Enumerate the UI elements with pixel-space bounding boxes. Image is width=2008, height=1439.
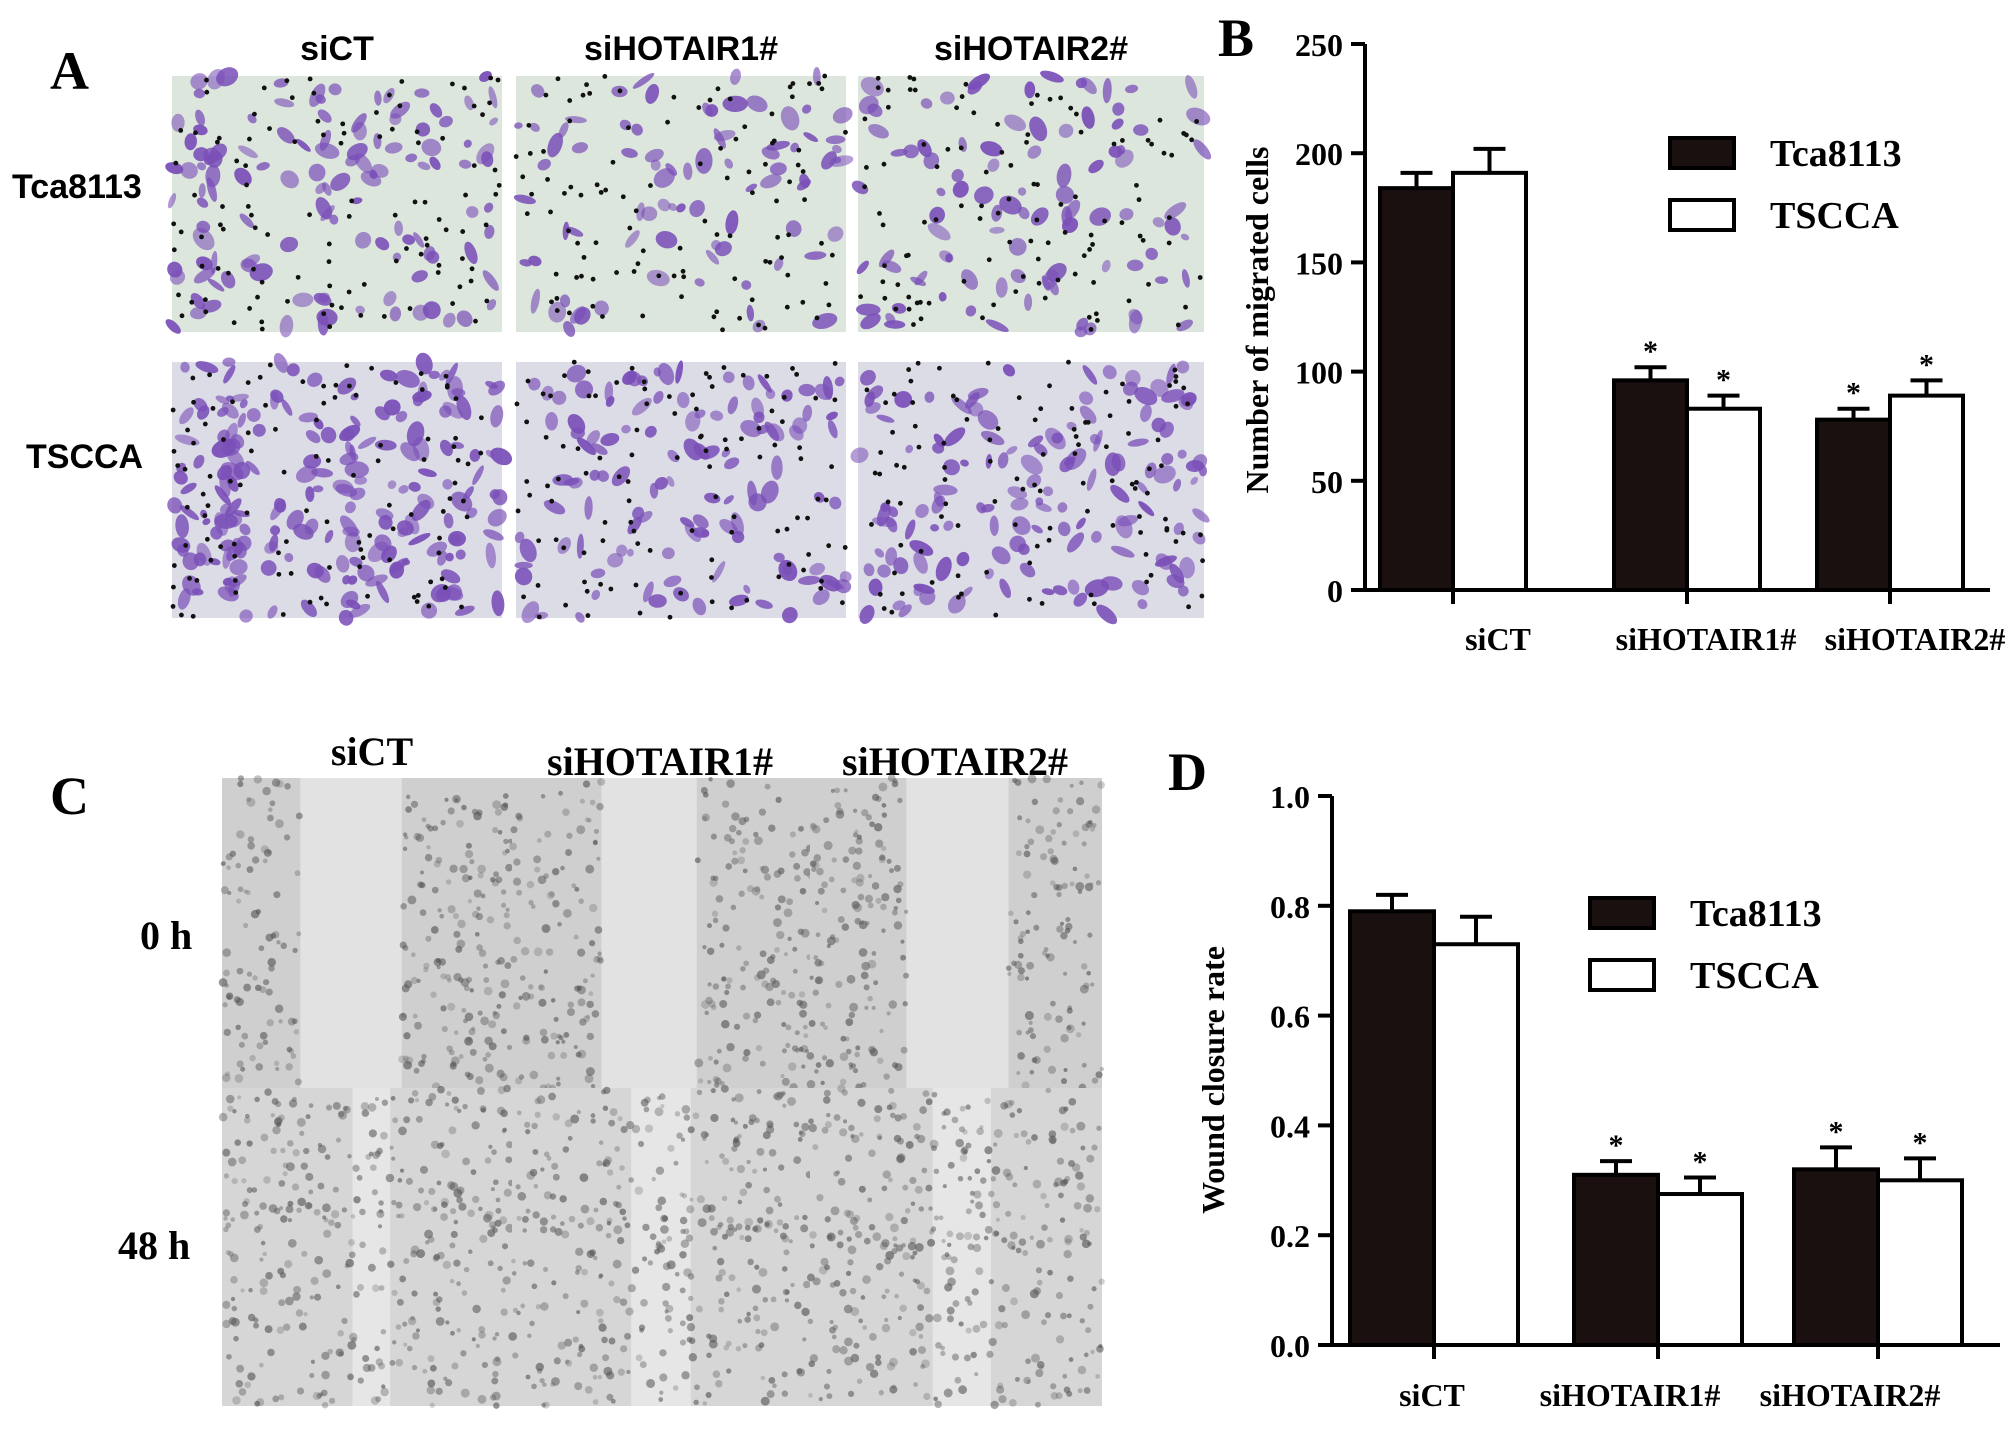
significance-star: * bbox=[1846, 377, 1861, 410]
bar-tca8113-1 bbox=[1572, 1172, 1660, 1347]
legend-swatch-tscca bbox=[1668, 198, 1736, 232]
y-tick-label: 200 bbox=[1295, 136, 1343, 172]
bar-tca8113-2 bbox=[1815, 417, 1892, 593]
panel-a-col-sict: siCT bbox=[300, 30, 374, 68]
panel-c-row-0h: 0 h bbox=[140, 913, 193, 958]
legend-swatch-tscca bbox=[1588, 958, 1656, 992]
x-tick-label: siHOTAIR2# bbox=[1825, 621, 2006, 657]
y-tick-label: 250 bbox=[1295, 27, 1343, 63]
x-tick-label: siHOTAIR1# bbox=[1616, 621, 1797, 657]
panel-c-letter: C bbox=[50, 766, 89, 826]
significance-star: * bbox=[1919, 348, 1934, 381]
bar-tscca-1 bbox=[1656, 1192, 1744, 1347]
bar-tscca-1 bbox=[1685, 406, 1762, 592]
y-axis-label: Wound closure rate bbox=[1195, 946, 1231, 1214]
panel-d-letter: D bbox=[1168, 742, 1207, 802]
legend-label-tscca: TSCCA bbox=[1690, 955, 1819, 997]
y-tick-label: 0.8 bbox=[1270, 889, 1310, 925]
y-tick-label: 150 bbox=[1295, 245, 1343, 281]
significance-star: * bbox=[1913, 1126, 1928, 1159]
panel-a-col-sihotair1: siHOTAIR1# bbox=[584, 30, 778, 68]
transwell-image-tscca-1 bbox=[514, 359, 852, 624]
significance-star: * bbox=[1643, 335, 1658, 368]
bar-tscca-2 bbox=[1888, 393, 1965, 592]
wound-image-0h-1 bbox=[509, 777, 813, 1092]
bar-tca8113-0 bbox=[1378, 186, 1455, 592]
y-tick-label: 1.0 bbox=[1270, 779, 1310, 815]
panel-a-row-tscca: TSCCA bbox=[26, 438, 144, 476]
bar-tscca-0 bbox=[1432, 942, 1520, 1347]
wound-image-0h-0 bbox=[218, 775, 513, 1091]
panel-a-letter: A bbox=[50, 41, 89, 101]
bar-tscca-0 bbox=[1451, 170, 1528, 593]
bar-tca8113-2 bbox=[1792, 1167, 1880, 1347]
panel-c-col-sict: siCT bbox=[330, 729, 414, 774]
bar-tscca-2 bbox=[1876, 1178, 1964, 1347]
wound-image-48h-2 bbox=[806, 1084, 1105, 1410]
panel-b-chart: B 0 50 100 150 200 250 Number of migrated cell… bbox=[1218, 8, 2006, 657]
y-tick-label: 0.2 bbox=[1270, 1218, 1310, 1254]
y-tick-label: 100 bbox=[1295, 355, 1343, 391]
panel-b-letter: B bbox=[1218, 8, 1254, 68]
transwell-image-tca8113-0 bbox=[165, 67, 502, 338]
y-tick-label: 0.0 bbox=[1270, 1328, 1310, 1364]
panel-c-row-48h: 48 h bbox=[118, 1223, 191, 1268]
legend-swatch-tca8113 bbox=[1668, 136, 1736, 170]
transwell-image-tscca-2 bbox=[850, 359, 1210, 625]
panel-a-micrographs bbox=[165, 67, 1212, 626]
panel-d-chart: D 0.0 0.2 0.4 0.6 0.8 1.0 Wound closure rate si… bbox=[1168, 742, 2000, 1413]
panel-c-col-sihotair1: siHOTAIR1# bbox=[547, 739, 773, 784]
significance-star: * bbox=[1829, 1115, 1844, 1148]
panel-c-col-sihotair2: siHOTAIR2# bbox=[842, 739, 1068, 784]
transwell-image-tca8113-1 bbox=[513, 67, 854, 337]
y-tick-label: 0.6 bbox=[1270, 999, 1310, 1035]
wound-image-48h-0 bbox=[218, 1084, 515, 1409]
y-tick-label: 0.4 bbox=[1270, 1108, 1310, 1144]
legend-label-tca8113: Tca8113 bbox=[1690, 893, 1822, 935]
wound-image-48h-1 bbox=[508, 1084, 814, 1409]
legend-swatch-tca8113 bbox=[1588, 896, 1656, 930]
panel-a-row-tca8113: Tca8113 bbox=[12, 168, 142, 206]
x-tick-label: siCT bbox=[1465, 621, 1531, 657]
x-tick-label: siHOTAIR1# bbox=[1540, 1377, 1721, 1413]
panel-a-col-sihotair2: siHOTAIR2# bbox=[934, 30, 1128, 68]
x-tick-label: siHOTAIR2# bbox=[1760, 1377, 1941, 1413]
legend-label-tca8113: Tca8113 bbox=[1770, 133, 1902, 175]
transwell-image-tscca-0 bbox=[167, 352, 513, 626]
y-axis-label: Number of migrated cells bbox=[1239, 147, 1275, 494]
significance-star: * bbox=[1693, 1146, 1708, 1179]
x-tick-label: siCT bbox=[1399, 1377, 1465, 1413]
wound-image-0h-2 bbox=[806, 774, 1105, 1092]
y-tick-label: 0 bbox=[1327, 573, 1343, 609]
significance-star: * bbox=[1716, 364, 1731, 397]
legend-label-tscca: TSCCA bbox=[1770, 195, 1899, 237]
panel-c-wound-images bbox=[218, 774, 1105, 1410]
significance-star: * bbox=[1609, 1129, 1624, 1162]
transwell-image-tca8113-2 bbox=[851, 70, 1212, 338]
y-tick-label: 50 bbox=[1311, 464, 1343, 500]
bar-tca8113-1 bbox=[1612, 378, 1689, 592]
bar-tca8113-0 bbox=[1348, 909, 1436, 1347]
